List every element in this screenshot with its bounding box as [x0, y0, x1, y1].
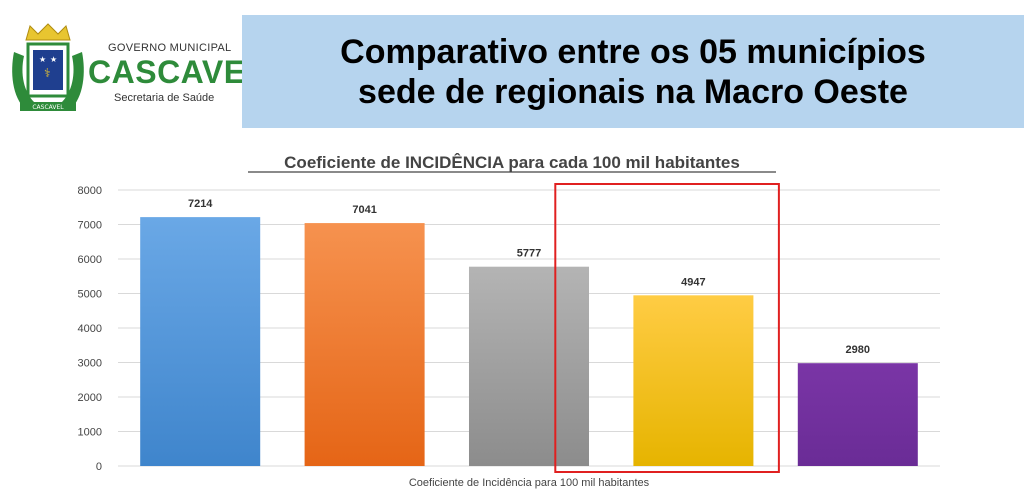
y-axis: 0 1000 2000 3000 4000 5000 6000 7000 8000 — [78, 185, 102, 473]
crown-icon — [25, 23, 71, 41]
page-title: Comparativo entre os 05 municípios sede … — [242, 32, 1024, 112]
x-axis-label: Coeficiente de Incidência para 100 mil h… — [409, 477, 650, 489]
y-tick-label: 8000 — [78, 185, 102, 197]
bar-value-label: 2980 — [846, 344, 870, 356]
y-tick-label: 7000 — [78, 220, 102, 232]
y-tick-label: 6000 — [78, 254, 102, 266]
chart-title: Coeficiente de INCIDÊNCIA para cada 100 … — [284, 153, 740, 172]
department-label: Secretaria de Saúde — [114, 92, 215, 104]
bar-value-label: 4947 — [681, 276, 705, 288]
bar — [140, 217, 261, 466]
city-label: CASCAVEL — [88, 54, 266, 90]
title-banner: Comparativo entre os 05 municípios sede … — [242, 15, 1024, 128]
y-tick-label: 4000 — [78, 323, 102, 335]
data-labels: 7214 7041 5777 4947 2980 — [188, 198, 870, 356]
bar-value-label: 5777 — [517, 248, 541, 260]
y-tick-label: 5000 — [78, 289, 102, 301]
svg-text:⚕: ⚕ — [44, 66, 51, 80]
cascavel-logo: ★ ★ ⚕ CASCAVEL GOVERNO MUNICIPAL CASCAVE… — [8, 22, 265, 122]
title-line-1: Comparativo entre os 05 municípios — [340, 33, 926, 71]
svg-text:★: ★ — [50, 55, 57, 64]
bar-value-label: 7214 — [188, 198, 213, 210]
title-line-2: sede de regionais na Macro Oeste — [358, 73, 908, 111]
highlight-box — [554, 183, 780, 473]
bar-chart: Coeficiente de INCIDÊNCIA para cada 100 … — [78, 153, 940, 489]
y-tick-label: 0 — [96, 461, 102, 473]
bars — [140, 217, 918, 466]
government-label: GOVERNO MUNICIPAL — [108, 42, 232, 54]
y-tick-label: 3000 — [78, 358, 102, 370]
svg-text:★: ★ — [39, 55, 46, 64]
bar — [633, 295, 754, 466]
logo-badge-text: CASCAVEL — [32, 104, 64, 111]
bar — [468, 266, 590, 466]
coat-of-arms-icon: ★ ★ ⚕ CASCAVEL — [12, 23, 84, 111]
bar — [304, 223, 425, 466]
bar-value-label: 7041 — [352, 204, 376, 216]
bar — [797, 363, 918, 466]
y-tick-label: 1000 — [78, 427, 102, 439]
y-tick-label: 2000 — [78, 392, 102, 404]
